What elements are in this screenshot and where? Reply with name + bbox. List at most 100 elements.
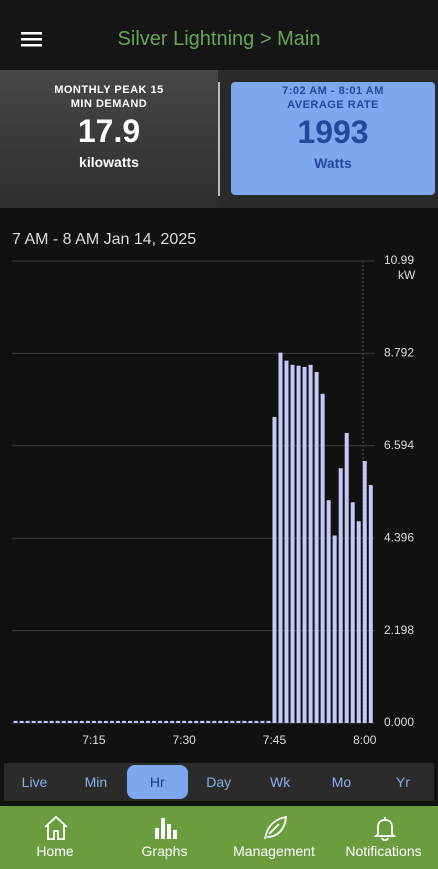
bar [254,720,259,723]
x-tick-label: 7:15 [82,733,106,747]
bar [302,366,307,723]
bar [85,720,90,723]
nav-item[interactable]: Notifications [329,806,438,869]
summary-cards: MONTHLY PEAK 15 MIN DEMAND 17.9 kilowatt… [0,70,438,208]
nav-icon [154,818,177,839]
bar [127,720,132,723]
bar [79,720,84,723]
bar [176,720,181,723]
nav-icon [44,815,68,840]
bar [284,360,289,723]
bar [218,720,223,723]
bar [230,720,235,723]
bar [188,720,193,723]
bar [134,720,139,723]
bar [326,500,331,723]
bar [67,720,72,723]
nav-item[interactable]: Management [219,806,329,869]
bar [236,720,241,723]
bar [260,720,265,723]
y-tick-label: 10.99 [384,253,414,267]
bar [140,720,145,723]
bar [49,720,54,723]
page-title: Silver Lightning > Main [117,28,321,50]
x-tick-label: 7:45 [263,733,287,747]
bar [224,720,229,723]
y-unit: kW [398,268,416,282]
bar [212,720,217,723]
bar [158,720,163,723]
range-tab[interactable]: Live [21,774,48,790]
peak-card: MONTHLY PEAK 15 MIN DEMAND 17.9 kilowatt… [0,70,218,208]
card-unit: Watts [314,155,352,171]
bottom-nav: Home Graphs Management Notifications [0,806,438,869]
x-tick-label: 7:30 [172,733,196,747]
bar [320,393,325,723]
bar [206,720,211,723]
bar [290,364,295,723]
card-unit: kilowatts [79,154,139,170]
divider [218,82,220,196]
bar [25,720,30,723]
x-tick-label: 8:00 [353,733,377,747]
bar [356,521,361,723]
range-tab[interactable]: Day [206,774,232,790]
range-tab[interactable]: Wk [269,774,291,790]
nav-label: Management [233,843,315,859]
bar [164,720,169,723]
y-tick-label: 4.396 [384,530,414,544]
range-tab[interactable]: Min [84,774,108,790]
bar [344,432,349,723]
bar [332,535,337,723]
card-sublabel: AVERAGE RATE [287,99,379,111]
nav-label: Notifications [345,843,422,859]
bar [152,720,157,723]
bar [296,365,301,723]
card-value: 1993 [297,114,369,150]
bar [43,720,48,723]
bar [242,720,247,723]
y-tick-label: 8.792 [384,346,414,360]
bar [350,502,355,723]
bar [308,364,313,723]
bar [194,720,199,723]
bar [13,720,18,723]
bar [200,720,205,723]
bar [182,720,187,723]
range-tab[interactable]: Mo [331,774,352,790]
range-tabs: Live Min Hr Day Wk Mo Yr [4,763,434,801]
bar [314,371,319,723]
bar [121,720,126,723]
chart: 7 AM - 8 AM Jan 14, 2025 0.000 2.198 4.396… [12,231,416,747]
nav-item[interactable]: Graphs [110,806,220,869]
bar [170,720,175,723]
bar [362,461,367,723]
bar [266,720,271,723]
bar [272,416,277,723]
bar [73,720,78,723]
top-bar: Silver Lightning > Main [0,0,438,70]
bar [338,468,343,723]
nav-label: Home [36,843,74,859]
bar [368,485,373,723]
bar [31,720,36,723]
bar [278,352,283,723]
y-tick-label: 6.594 [384,438,414,452]
bar [55,720,60,723]
menu-icon[interactable] [20,30,44,50]
y-tick-label: 0.000 [384,715,414,729]
bar [97,720,102,723]
bar [103,720,108,723]
bar [248,720,253,723]
nav-item[interactable]: Home [0,806,110,869]
y-tick-label: 2.198 [384,623,414,637]
bar [19,720,24,723]
card-label: 7:02 AM - 8:01 AM [282,85,384,97]
rate-card: 7:02 AM - 8:01 AM AVERAGE RATE 1993 Watt… [231,82,435,195]
card-value: 17.9 [77,113,141,149]
bar [146,720,151,723]
range-tab[interactable]: Yr [395,774,410,790]
bar [37,720,42,723]
range-tab[interactable]: Hr [126,765,188,799]
